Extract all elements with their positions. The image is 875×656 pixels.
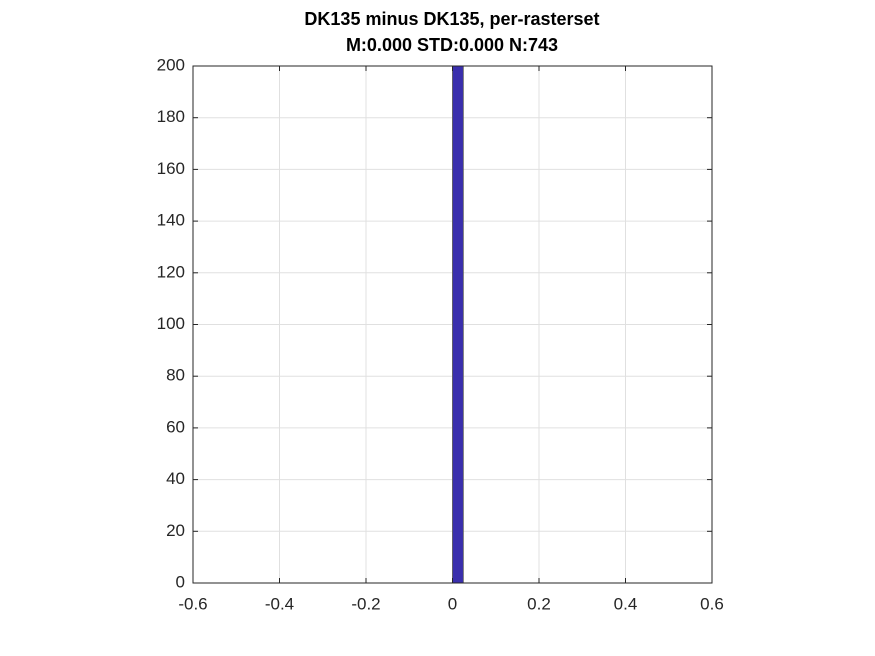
y-tick-label: 160	[157, 159, 185, 178]
y-tick-label: 60	[166, 417, 185, 436]
chart-subtitle: M:0.000 STD:0.000 N:743	[346, 35, 558, 55]
bars	[452, 66, 464, 583]
y-tick-label: 140	[157, 211, 185, 230]
y-tick-label: 180	[157, 107, 185, 126]
y-tick-label: 100	[157, 314, 185, 333]
x-tick-label: 0.2	[527, 594, 551, 613]
y-tick-label: 0	[176, 572, 185, 591]
x-tick-label: 0	[448, 594, 457, 613]
ticks: 0 20 40 60 80 100 120 140 160 180 200 -0.6 -0.4 -0.2 0…	[157, 55, 724, 613]
x-tick-label: -0.4	[265, 594, 294, 613]
y-tick-label: 120	[157, 262, 185, 281]
x-tick-label: -0.6	[178, 594, 207, 613]
x-tick-label: -0.2	[351, 594, 380, 613]
x-tick-label: 0.4	[614, 594, 638, 613]
x-tick-label: 0.6	[700, 594, 724, 613]
chart-title: DK135 minus DK135, per-rasterset	[304, 9, 599, 29]
histogram-bar	[452, 66, 464, 583]
y-tick-label: 80	[166, 366, 185, 385]
y-tick-label: 200	[157, 55, 185, 74]
y-tick-label: 20	[166, 521, 185, 540]
y-tick-label: 40	[166, 469, 185, 488]
